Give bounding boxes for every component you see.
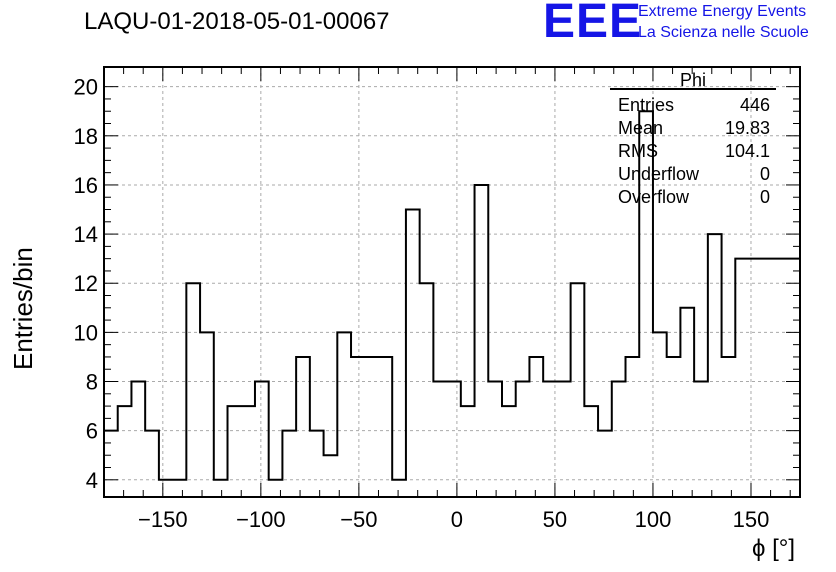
y-tick-label: 6 bbox=[86, 419, 98, 444]
stats-label: Entries bbox=[618, 95, 674, 115]
chart-title: LAQU-01-2018-05-01-00067 bbox=[84, 8, 390, 35]
stats-value: 19.83 bbox=[725, 118, 770, 138]
x-tick-label: 150 bbox=[733, 507, 770, 532]
x-tick-label: 0 bbox=[451, 507, 463, 532]
y-tick-label: 4 bbox=[86, 468, 98, 493]
stats-title: Phi bbox=[680, 70, 706, 90]
histogram-line bbox=[104, 110, 800, 481]
y-tick-label: 20 bbox=[74, 75, 98, 100]
y-tick-label: 8 bbox=[86, 370, 98, 395]
x-tick-label: 100 bbox=[635, 507, 672, 532]
stats-value: 104.1 bbox=[725, 141, 770, 161]
y-tick-label: 14 bbox=[74, 222, 98, 247]
stats-label: RMS bbox=[618, 141, 658, 161]
x-tick-label: 50 bbox=[543, 507, 567, 532]
logo-subtitle-1: Extreme Energy Events bbox=[638, 3, 807, 20]
y-tick-label: 10 bbox=[74, 320, 98, 345]
y-tick-label: 18 bbox=[74, 124, 98, 149]
x-tick-label: −100 bbox=[236, 507, 286, 532]
stats-value: 0 bbox=[760, 187, 770, 207]
x-tick-label: −150 bbox=[138, 507, 188, 532]
stats-value: 0 bbox=[760, 164, 770, 184]
stats-label: Underflow bbox=[618, 164, 700, 184]
x-tick-label: −50 bbox=[340, 507, 377, 532]
stats-value: 446 bbox=[740, 95, 770, 115]
stats-label: Mean bbox=[618, 118, 663, 138]
y-tick-label: 16 bbox=[74, 173, 98, 198]
eee-logo: EEE bbox=[543, 0, 643, 48]
logo-subtitle-2: La Scienza nelle Scuole bbox=[638, 24, 809, 41]
y-tick-label: 12 bbox=[74, 271, 98, 296]
plot-frame bbox=[103, 66, 801, 498]
stats-label: Overflow bbox=[618, 187, 690, 207]
x-axis-label: ϕ [°] bbox=[752, 535, 796, 562]
